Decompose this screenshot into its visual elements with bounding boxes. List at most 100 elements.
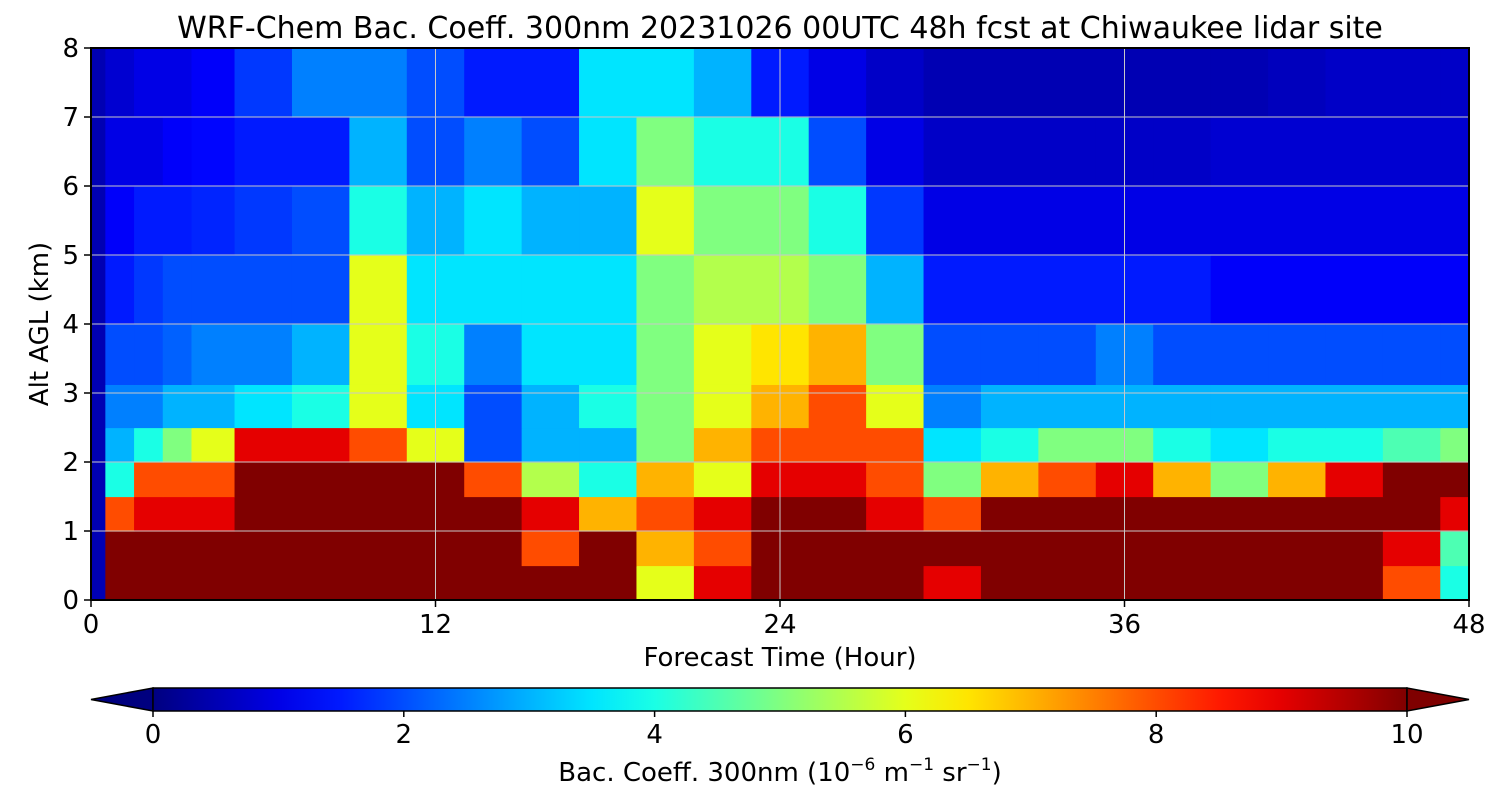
heatmap-cell xyxy=(693,186,752,256)
heatmap-cell xyxy=(923,384,982,429)
heatmap-cell xyxy=(134,186,164,256)
heatmap-cell xyxy=(980,462,1039,498)
heatmap-cell xyxy=(808,384,867,429)
heatmap-cell xyxy=(1440,531,1470,567)
heatmap-cell xyxy=(980,48,1039,118)
heatmap-cells xyxy=(91,48,1470,601)
heatmap-cell xyxy=(234,324,293,385)
heatmap-cell xyxy=(464,117,523,187)
heatmap-cell xyxy=(923,48,982,118)
x-axis: 0 12 24 36 48 xyxy=(83,600,1486,640)
heatmap-cell xyxy=(1210,384,1269,429)
colorbar-tick-label: 10 xyxy=(1390,720,1423,750)
heatmap-cell xyxy=(521,255,580,325)
heatmap-cell xyxy=(134,565,164,601)
heatmap-cell xyxy=(579,427,638,463)
heatmap-cell xyxy=(1038,384,1097,429)
heatmap-cell xyxy=(636,427,695,463)
heatmap-cell xyxy=(1325,496,1384,532)
heatmap-cell xyxy=(162,565,193,601)
heatmap-cell xyxy=(693,531,752,567)
heatmap-cell xyxy=(162,427,193,463)
heatmap-cell xyxy=(980,384,1039,429)
heatmap-cell xyxy=(291,427,350,463)
heatmap-cell xyxy=(1210,565,1269,601)
heatmap-cell xyxy=(636,565,695,601)
heatmap-cell xyxy=(866,462,925,498)
heatmap-cell xyxy=(1382,117,1441,187)
y-tick-label: 7 xyxy=(62,103,79,133)
heatmap-cell xyxy=(866,531,925,567)
heatmap-cell xyxy=(105,186,135,256)
heatmap-cell xyxy=(808,565,867,601)
heatmap-cell xyxy=(162,48,193,118)
heatmap-cell xyxy=(1210,531,1269,567)
heatmap-cell xyxy=(1382,186,1441,256)
y-tick-label: 4 xyxy=(62,310,79,340)
heatmap-cell xyxy=(134,48,164,118)
heatmap-cell xyxy=(521,427,580,463)
heatmap-cell xyxy=(1038,186,1097,256)
heatmap-cell xyxy=(105,565,135,601)
heatmap-cell xyxy=(1153,384,1212,429)
heatmap-cell xyxy=(1382,531,1441,567)
heatmap-cell xyxy=(1325,384,1384,429)
heatmap-cell xyxy=(1440,255,1470,325)
heatmap-cell xyxy=(1038,255,1097,325)
heatmap-cell xyxy=(191,427,236,463)
heatmap-cell xyxy=(923,462,982,498)
x-tick-label: 24 xyxy=(763,610,796,640)
heatmap-cell xyxy=(191,255,236,325)
heatmap-cell xyxy=(464,186,523,256)
heatmap-cell xyxy=(1440,117,1470,187)
colorbar: 0 2 4 6 8 10 Bac. Coeff. 300nm (10−6 m−1 sr−1… xyxy=(90,687,1470,788)
heatmap-cell xyxy=(693,117,752,187)
heatmap-cell xyxy=(808,255,867,325)
heatmap-cell xyxy=(636,48,695,118)
heatmap-cell xyxy=(579,531,638,567)
heatmap-cell xyxy=(1210,496,1269,532)
heatmap-cell xyxy=(464,565,523,601)
heatmap-cell xyxy=(521,186,580,256)
heatmap-cell xyxy=(1440,427,1470,463)
heatmap-cell xyxy=(1038,48,1097,118)
heatmap-cell xyxy=(464,496,523,532)
heatmap-cell xyxy=(1038,531,1097,567)
heatmap-cell xyxy=(693,384,752,429)
heatmap-cell xyxy=(1210,48,1269,118)
heatmap-cell xyxy=(464,48,523,118)
heatmap-cell xyxy=(579,117,638,187)
heatmap-cell xyxy=(1038,427,1097,463)
heatmap-cell xyxy=(1325,186,1384,256)
heatmap-cell xyxy=(134,384,164,429)
heatmap-cell xyxy=(1153,117,1212,187)
heatmap-cell xyxy=(693,565,752,601)
heatmap-cell xyxy=(134,427,164,463)
heatmap-cell xyxy=(866,384,925,429)
heatmap-cell xyxy=(191,565,236,601)
colorbar-tick-label: 0 xyxy=(145,720,162,750)
heatmap-cell xyxy=(923,255,982,325)
heatmap-cell xyxy=(234,117,293,187)
heatmap-cell xyxy=(1210,186,1269,256)
heatmap-cell xyxy=(1268,324,1327,385)
heatmap-cell xyxy=(1325,255,1384,325)
heatmap-cell xyxy=(808,427,867,463)
heatmap-cell xyxy=(1268,531,1327,567)
heatmap-cell xyxy=(291,531,350,567)
heatmap-cell xyxy=(91,117,106,187)
heatmap-cell xyxy=(693,462,752,498)
heatmap-cell xyxy=(521,384,580,429)
heatmap-cell xyxy=(291,324,350,385)
heatmap-cell xyxy=(1210,117,1269,187)
heatmap-cell xyxy=(866,427,925,463)
heatmap-cell xyxy=(349,48,408,118)
heatmap-cell xyxy=(134,531,164,567)
heatmap-cell xyxy=(866,255,925,325)
heatmap-cell xyxy=(105,324,135,385)
heatmap-cell xyxy=(162,462,193,498)
heatmap-cell xyxy=(579,565,638,601)
heatmap-cell xyxy=(105,427,135,463)
colorbar-label: Bac. Coeff. 300nm (10−6 m−1 sr−1) xyxy=(558,755,1001,788)
heatmap-cell xyxy=(980,186,1039,256)
